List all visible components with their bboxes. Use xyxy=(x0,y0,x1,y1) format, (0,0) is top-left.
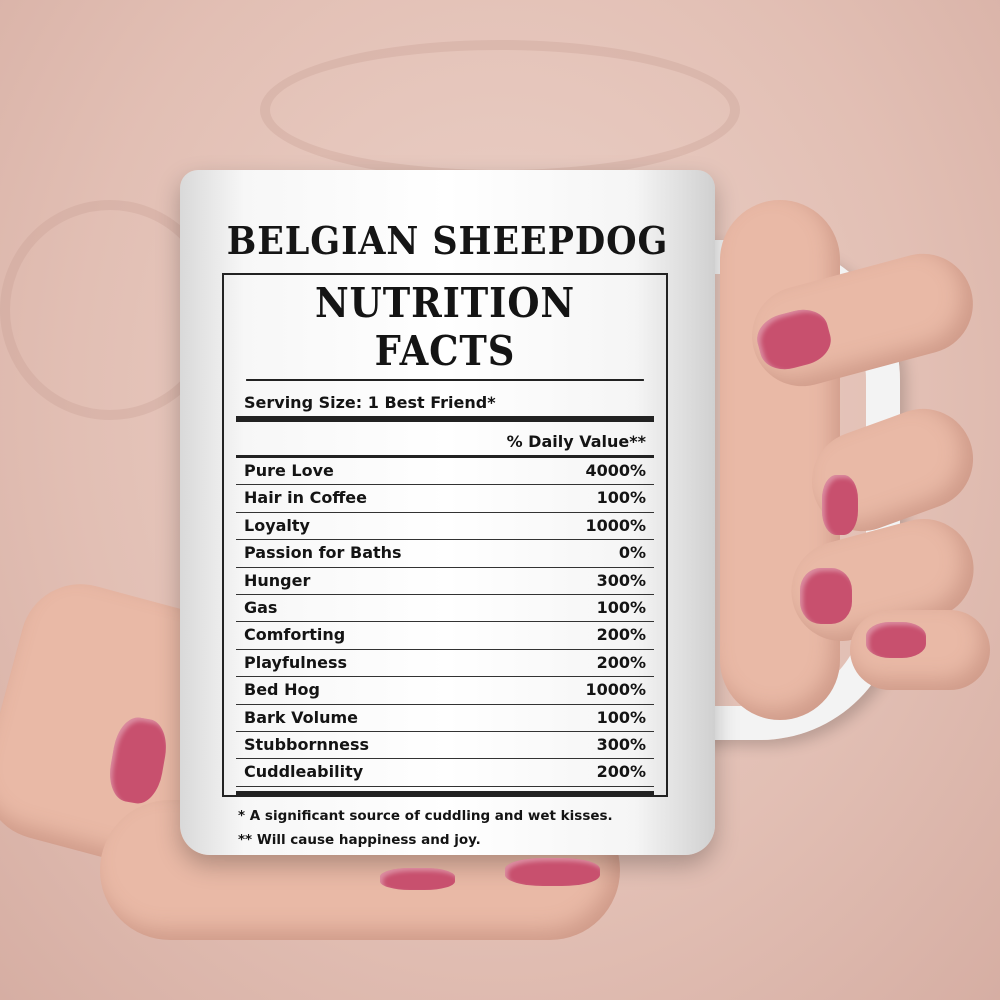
shirt-fold xyxy=(260,40,740,180)
nutrition-row: Hair in Coffee 100% xyxy=(236,485,654,513)
nutrition-heading: NUTRITION FACTS xyxy=(246,279,644,381)
mug: BELGIAN SHEEPDOG NUTRITION FACTS Serving… xyxy=(180,170,715,855)
nutrition-row: Stubbornness 300% xyxy=(236,732,654,760)
row-label: Hunger xyxy=(244,570,311,590)
row-value: 200% xyxy=(596,625,646,645)
row-value: 200% xyxy=(596,652,646,672)
row-label: Bark Volume xyxy=(244,707,358,727)
row-label: Passion for Baths xyxy=(244,543,402,563)
nutrition-row: Cuddleability 200% xyxy=(236,759,654,787)
row-value: 300% xyxy=(596,734,646,754)
row-value: 100% xyxy=(596,488,646,508)
row-label: Gas xyxy=(244,597,278,617)
footnotes: * A significant source of cuddling and w… xyxy=(236,790,654,852)
footnote-2: ** Will cause happiness and joy. xyxy=(238,831,481,848)
row-value: 1000% xyxy=(585,515,646,535)
breed-title: BELGIAN SHEEPDOG xyxy=(226,218,669,263)
row-value: 200% xyxy=(596,762,646,782)
row-value: 100% xyxy=(596,707,646,727)
fingernail xyxy=(822,475,858,535)
row-label: Hair in Coffee xyxy=(244,488,367,508)
row-value: 4000% xyxy=(585,461,646,480)
nutrition-label: NUTRITION FACTS Serving Size: 1 Best Fri… xyxy=(222,273,668,848)
daily-value-header: % Daily Value** xyxy=(236,422,654,458)
fingernail xyxy=(866,622,926,658)
nutrition-row: Playfulness 200% xyxy=(236,650,654,678)
row-label: Cuddleability xyxy=(244,762,364,782)
fingernail xyxy=(380,868,455,890)
row-label: Loyalty xyxy=(244,515,310,535)
row-label: Bed Hog xyxy=(244,680,320,700)
row-value: 300% xyxy=(596,570,646,590)
nutrition-row: Gas 100% xyxy=(236,595,654,623)
row-label: Playfulness xyxy=(244,652,348,672)
row-label: Comforting xyxy=(244,625,346,645)
footnote-1: * A significant source of cuddling and w… xyxy=(238,807,613,824)
row-label: Pure Love xyxy=(244,461,334,480)
row-value: 0% xyxy=(618,543,646,563)
fingernail xyxy=(505,858,600,886)
serving-size: Serving Size: 1 Best Friend* xyxy=(236,381,654,422)
nutrition-row: Loyalty 1000% xyxy=(236,513,654,541)
row-label: Stubbornness xyxy=(244,734,370,754)
nutrition-row: Passion for Baths 0% xyxy=(236,540,654,568)
nutrition-row: Bark Volume 100% xyxy=(236,705,654,732)
row-value: 1000% xyxy=(585,680,646,700)
fingernail xyxy=(800,568,852,624)
row-value: 100% xyxy=(596,597,646,617)
nutrition-row: Hunger 300% xyxy=(236,568,654,595)
nutrition-rows: Pure Love 4000% Hair in Coffee 100% Loyalty 1… xyxy=(236,458,654,787)
nutrition-row: Comforting 200% xyxy=(236,622,654,650)
nutrition-row: Bed Hog 1000% xyxy=(236,677,654,705)
nutrition-row: Pure Love 4000% xyxy=(236,458,654,486)
